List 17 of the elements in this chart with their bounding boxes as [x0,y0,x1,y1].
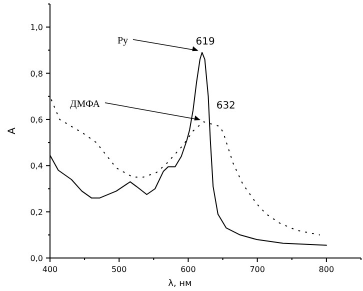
y-tick-label: 0,0 [30,254,43,263]
annotation: 619 [196,36,215,48]
annotation: Py [117,35,128,46]
y-tick-label: 0,2 [30,208,43,217]
y-tick-label: 1,0 [30,23,43,32]
y-tick-label: 0,6 [30,115,43,124]
annotation: 632 [216,100,236,112]
x-tick-label: 700 [250,265,265,274]
x-tick-label: 500 [111,265,127,274]
y-axis-title: А [7,127,18,134]
x-tick-label: 400 [42,265,58,274]
y-tick-label: 0,4 [30,162,43,171]
y-tick-label: 0,8 [30,69,43,78]
x-axis-title: λ, нм [168,279,192,289]
annotation: ДМФА [70,98,101,110]
x-tick-label: 800 [318,265,334,274]
x-tick-label: 600 [180,265,196,274]
